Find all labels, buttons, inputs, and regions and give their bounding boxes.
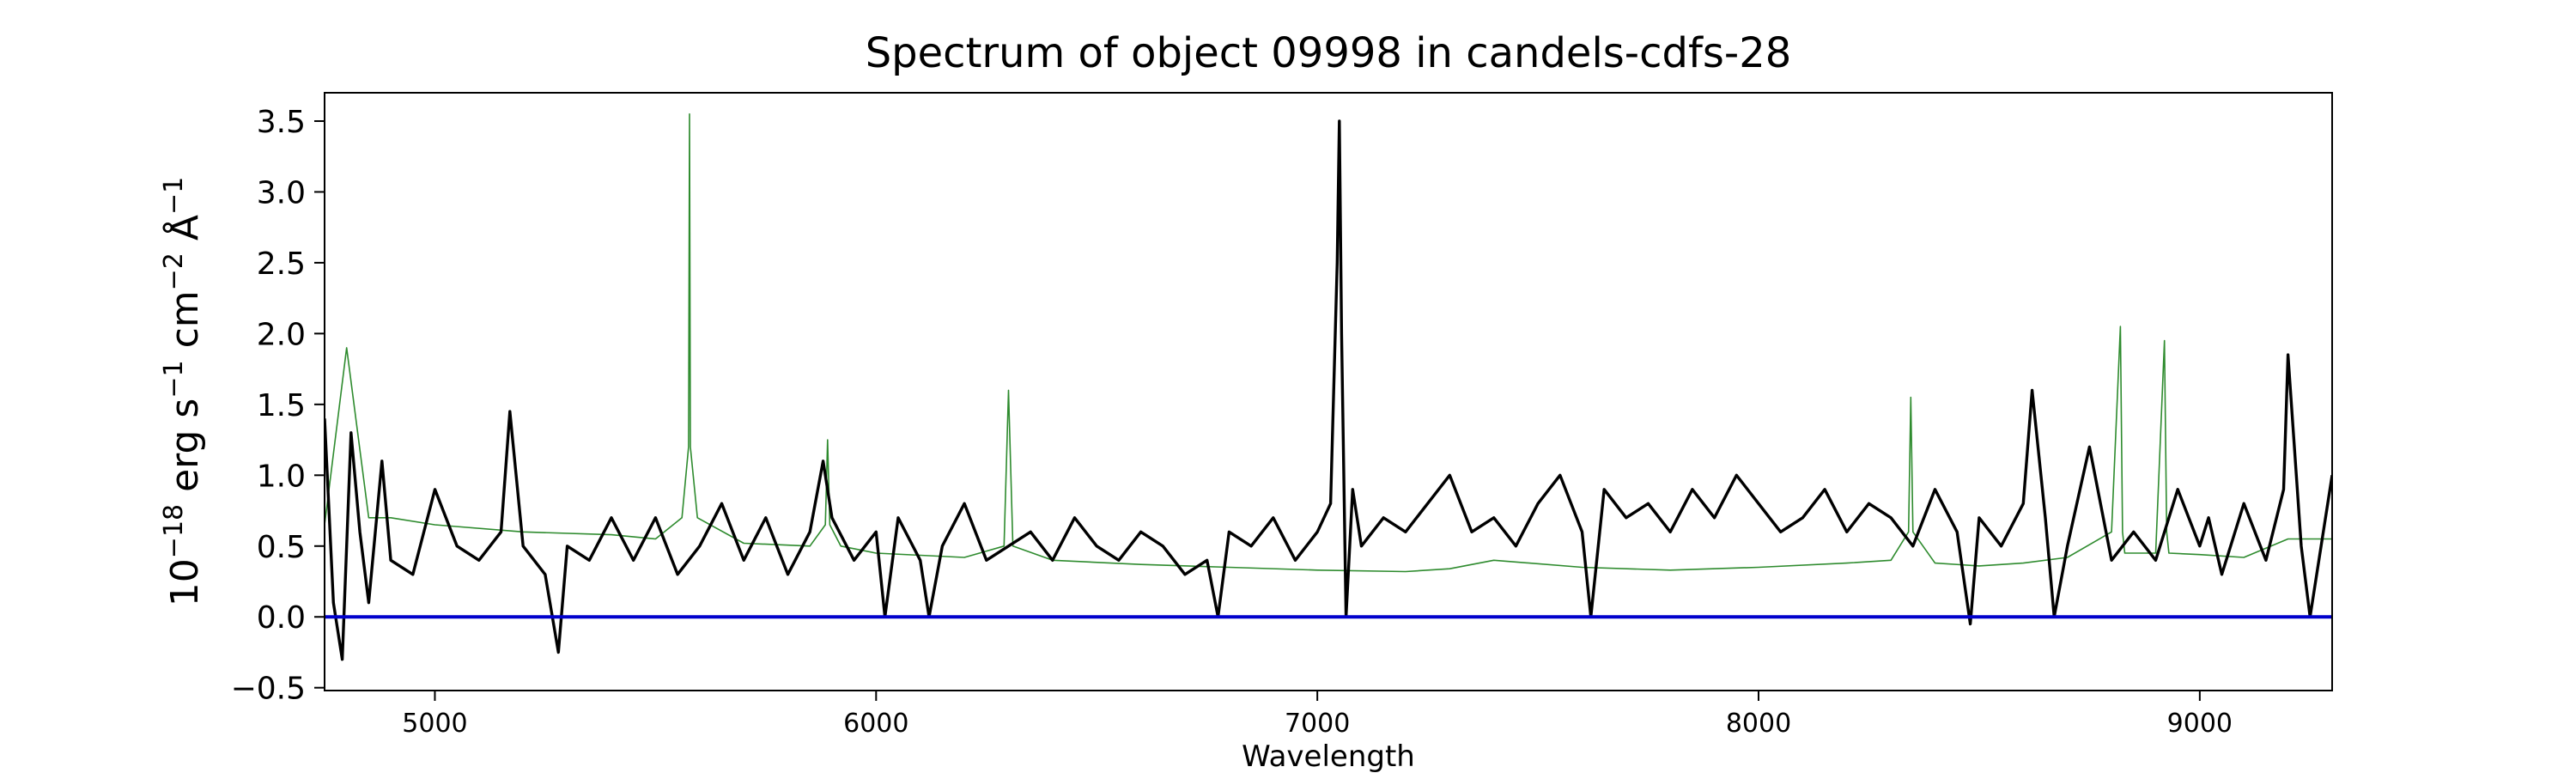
object-flux-line (325, 119, 2332, 661)
sky-model-line (325, 113, 2332, 573)
y-label-unit-angstrom: Å (161, 215, 207, 253)
series-layer (325, 113, 2332, 661)
x-tick-label: 6000 (843, 709, 908, 739)
y-tick-label: 1.5 (257, 388, 306, 423)
y-tick-label: 2.5 (257, 247, 306, 282)
plot-frame (324, 92, 2333, 691)
y-tick-label: 2.0 (257, 317, 306, 352)
x-tick-label: 5000 (402, 709, 467, 739)
y-label-base: 10 (163, 558, 207, 606)
x-tick-label: 7000 (1285, 709, 1350, 739)
y-axis-label: 10−18 erg s−1 cm−2 Å−1 (159, 177, 207, 606)
y-tick-label: 1.0 (257, 459, 306, 494)
x-tick-label: 9000 (2167, 709, 2233, 739)
y-label-unit-erg-s: erg s (163, 399, 207, 504)
y-tick-label: 0.5 (257, 530, 306, 565)
y-axis: −0.5 0.0 0.5 1.0 1.5 2.0 2.5 3.0 3.5 (231, 105, 325, 707)
plot-area (324, 92, 2333, 691)
x-axis-label: Wavelength (1242, 740, 1415, 773)
y-tick-label: 0.0 (257, 600, 306, 636)
x-tick-label: 8000 (1726, 709, 1791, 739)
y-tick-label: 3.0 (257, 175, 306, 210)
x-axis: 5000 6000 7000 8000 9000 (402, 691, 2233, 739)
y-label-exp-3: −2 (159, 253, 189, 290)
y-label-exp-1: −18 (159, 504, 189, 558)
y-label-unit-cm: cm (163, 290, 207, 360)
chart-title: Spectrum of object 09998 in candels-cdfs… (866, 29, 1792, 77)
y-label-exp-4: −1 (159, 177, 189, 215)
y-tick-label: 3.5 (257, 105, 306, 140)
y-label-exp-2: −1 (159, 360, 189, 398)
y-tick-label: −0.5 (231, 672, 306, 707)
